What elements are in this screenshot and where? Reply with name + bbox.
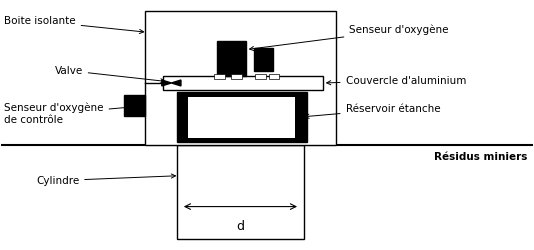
Text: Valve: Valve <box>54 66 165 83</box>
Bar <box>145 11 336 145</box>
Bar <box>177 138 307 142</box>
Text: Réservoir étanche: Réservoir étanche <box>305 104 440 118</box>
Bar <box>163 76 323 90</box>
Polygon shape <box>171 80 181 86</box>
Bar <box>177 92 189 142</box>
Bar <box>255 74 266 78</box>
Text: Senseur d'oxygène: Senseur d'oxygène <box>249 24 449 51</box>
Text: d: d <box>237 220 245 233</box>
Text: Boite isolante: Boite isolante <box>4 16 144 34</box>
Polygon shape <box>162 80 171 86</box>
Bar <box>254 48 273 70</box>
Text: h: h <box>252 113 258 123</box>
Bar <box>177 92 307 142</box>
Bar <box>123 95 145 116</box>
Text: Résidus miniers: Résidus miniers <box>434 152 527 162</box>
Bar <box>216 41 246 76</box>
Bar <box>269 74 279 78</box>
Text: Couvercle d'aluminium: Couvercle d'aluminium <box>327 76 466 86</box>
Text: Cylindre: Cylindre <box>36 174 176 186</box>
Bar <box>214 74 224 78</box>
Bar <box>177 145 304 239</box>
Bar <box>177 92 307 97</box>
Bar <box>295 92 307 142</box>
Bar <box>231 74 241 78</box>
Text: Senseur d'oxygène
de contrôle: Senseur d'oxygène de contrôle <box>4 103 141 125</box>
